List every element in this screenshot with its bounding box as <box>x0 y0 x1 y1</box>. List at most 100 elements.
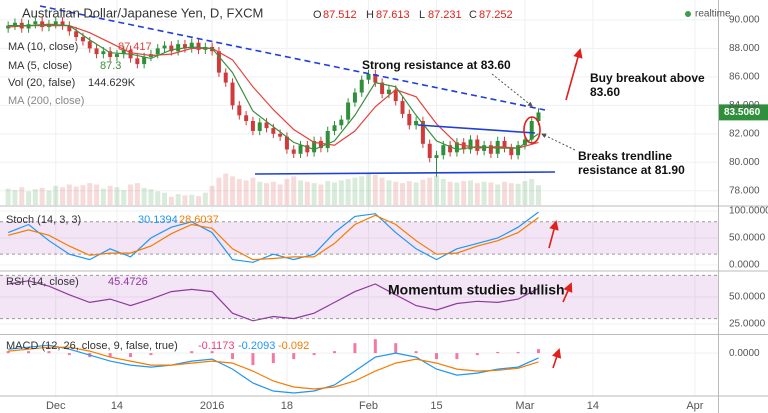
histogram-bar <box>47 351 51 354</box>
histogram-bar <box>435 353 439 360</box>
histogram-bar <box>292 353 296 360</box>
candle-body <box>237 105 242 116</box>
volume-bar <box>427 177 433 205</box>
candle-body <box>223 72 228 83</box>
y-tick-label: 0.0000 <box>729 260 760 271</box>
volume-bar <box>352 177 358 205</box>
annotation: Breaks trendline <box>578 149 672 163</box>
volume-bar <box>379 177 385 205</box>
candle-body <box>244 115 249 122</box>
candle-body <box>380 82 385 94</box>
candle-body <box>332 125 337 131</box>
volume-bar <box>107 185 113 205</box>
candle-body <box>67 25 72 32</box>
y-tick-label: 50.0000 <box>729 233 766 244</box>
candle-body <box>339 119 344 126</box>
histogram-bar <box>108 353 112 358</box>
volume-bar <box>202 192 208 205</box>
last-price-label: 83.5060 <box>724 107 761 118</box>
candle-body <box>169 45 174 52</box>
candle-body <box>502 140 507 149</box>
up-arrow <box>562 282 573 303</box>
volume-bar <box>359 176 365 205</box>
candle-body <box>448 145 453 153</box>
indicator-line <box>8 25 539 149</box>
candle-body <box>155 48 160 55</box>
volume-bar <box>461 181 467 205</box>
symbol-title: Australian Dollar/Japanese Yen, D, FXCM <box>22 5 263 20</box>
indicator-line <box>8 280 539 322</box>
ohlc-key: O <box>313 9 322 21</box>
candle-body <box>468 139 473 150</box>
volume-bar <box>100 188 106 205</box>
y-tick-label: 78.000 <box>729 185 760 196</box>
histogram-bar <box>353 343 357 354</box>
candle-body <box>427 143 432 159</box>
candle-body <box>441 145 446 156</box>
volume-bar <box>318 184 324 205</box>
volume-bar <box>60 187 66 205</box>
candle-body <box>291 149 296 154</box>
pane-title: Stoch (14, 3, 3) <box>6 214 81 226</box>
volume-bar <box>39 187 45 205</box>
volume-bar <box>454 182 460 205</box>
volume-bar <box>481 181 487 205</box>
legend-value: 45.4726 <box>108 276 148 288</box>
candle-body <box>386 89 391 94</box>
legend-value: -0.092 <box>278 340 309 352</box>
candle-body <box>80 37 85 42</box>
y-tick-label: 82.000 <box>729 128 760 139</box>
histogram-bar <box>210 351 214 354</box>
volume-bar <box>291 176 297 205</box>
candle-body <box>230 82 235 106</box>
ohlc-key: H <box>366 9 374 21</box>
histogram-bar <box>231 353 235 360</box>
histogram-bar <box>333 351 337 354</box>
indicator-line <box>8 23 539 151</box>
volume-bar <box>270 181 276 205</box>
up-arrow <box>548 220 559 249</box>
histogram-bar <box>414 351 418 354</box>
candle-body <box>271 128 276 134</box>
volume-bar <box>420 179 426 205</box>
legend-value: 144.629K <box>88 77 136 89</box>
candle-body <box>536 112 541 122</box>
status-dot <box>685 11 691 17</box>
annotation: Momentum studies bullish <box>388 282 565 298</box>
volume-bar <box>434 175 440 205</box>
x-tick-label: 14 <box>111 400 123 412</box>
volume-bar <box>488 182 494 205</box>
volume-bar <box>304 181 310 205</box>
histogram-bar <box>6 351 10 354</box>
x-tick-label: Mar <box>515 400 534 412</box>
candle-body <box>94 48 99 55</box>
legend-label: Vol (20, false) <box>8 77 75 89</box>
candle-body <box>407 113 412 126</box>
candle-body <box>393 89 398 102</box>
candle-body <box>87 41 92 49</box>
candle-body <box>325 130 330 149</box>
volume-bar <box>284 179 290 205</box>
candle-body <box>101 51 106 55</box>
label-layer: Australian Dollar/Japanese Yen, D, FXCM … <box>6 5 768 411</box>
volume-bar <box>209 185 215 205</box>
resistance-trendline <box>39 5 546 111</box>
volume-bar <box>26 191 32 205</box>
histogram-bar <box>496 351 500 354</box>
candle-body <box>33 21 38 25</box>
candle-body <box>182 44 187 49</box>
legend-label: MA (10, close) <box>8 41 78 53</box>
volume-bar <box>406 181 412 205</box>
volume-bar <box>440 179 446 205</box>
volume-bar <box>366 173 372 205</box>
volume-bar <box>264 183 270 205</box>
y-tick-label: 86.000 <box>729 72 760 83</box>
volume-bar <box>114 187 120 205</box>
volume-bar <box>298 180 304 205</box>
candle-body <box>108 51 113 57</box>
candle-body <box>346 102 351 120</box>
volume-bar <box>53 185 59 205</box>
volume-bar <box>474 183 480 205</box>
volume-bar <box>536 185 541 205</box>
candle-body <box>142 56 147 65</box>
